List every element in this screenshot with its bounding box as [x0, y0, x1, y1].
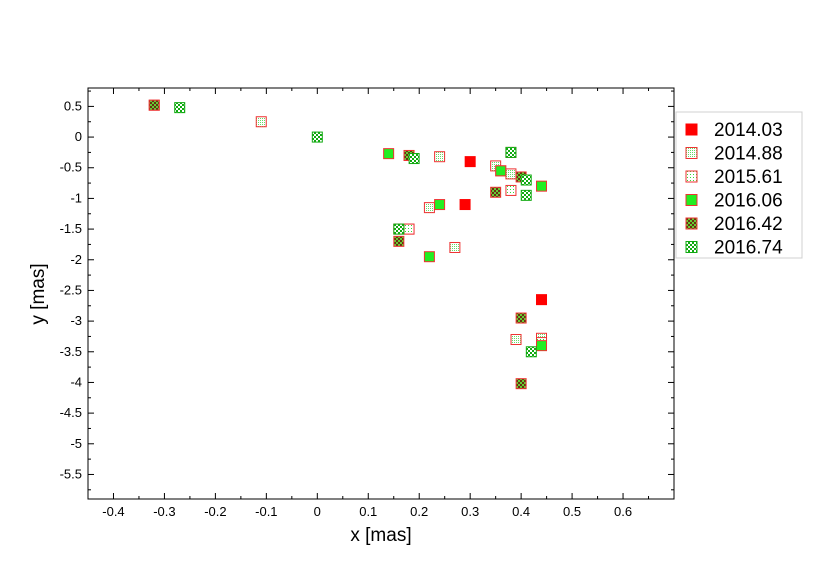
x-tick-label: -0.4: [102, 504, 124, 519]
y-tick-label: -1: [70, 190, 82, 205]
data-point: [393, 235, 405, 247]
y-tick-label: -4.5: [60, 405, 82, 420]
legend-box: [675, 111, 803, 259]
legend-marker: [685, 147, 698, 159]
x-tick-label: 0.5: [563, 504, 581, 519]
data-point: [423, 251, 435, 263]
data-point: [525, 346, 537, 358]
legend-label: 2016.74: [714, 238, 783, 259]
data-point: [434, 199, 446, 211]
data-point: [536, 340, 548, 352]
data-point: [434, 151, 446, 163]
legend-label: 2014.03: [714, 120, 783, 141]
y-tick-label: -5.5: [60, 466, 82, 481]
data-point: [311, 131, 323, 143]
x-tick-label: -0.2: [204, 504, 226, 519]
y-tick-label: -3.5: [60, 344, 82, 359]
data-point: [536, 180, 548, 192]
data-point: [393, 223, 405, 235]
legend-label: 2016.06: [714, 191, 783, 212]
y-tick-label: -3: [70, 313, 82, 328]
data-point: [515, 312, 527, 324]
x-tick-label: 0.2: [410, 504, 428, 519]
data-point: [403, 223, 415, 235]
y-tick-label: -4: [70, 374, 82, 389]
data-point: [174, 102, 186, 114]
x-tick-label: 0.1: [359, 504, 377, 519]
y-tick-label: -2.5: [60, 282, 82, 297]
data-point: [505, 184, 517, 196]
y-tick-label: 0: [75, 129, 82, 144]
legend-marker: [685, 170, 698, 183]
data-point: [449, 241, 461, 253]
y-tick-label: -0.5: [60, 160, 82, 175]
x-axis-title: x [mas]: [350, 525, 411, 546]
data-point: [383, 148, 395, 160]
axis-ticks: [87, 88, 675, 499]
x-tick-label: 0: [314, 504, 321, 519]
x-tick-label: 0.3: [461, 504, 479, 519]
y-axis-title: y [mas]: [28, 263, 49, 324]
data-point: [536, 294, 548, 306]
data-point: [505, 168, 517, 180]
legend-label: 2016.42: [714, 214, 783, 235]
legend-marker: [685, 217, 698, 230]
legend-label: 2015.61: [714, 167, 783, 188]
data-point: [520, 189, 532, 201]
x-tick-label: 0.4: [512, 504, 530, 519]
data-point: [515, 378, 527, 390]
legend-marker: [685, 241, 698, 253]
x-tick-label: -0.3: [153, 504, 175, 519]
plot-frame: [87, 87, 675, 500]
data-point: [459, 199, 471, 211]
data-point: [423, 202, 435, 214]
data-point: [520, 174, 532, 186]
data-point: [255, 116, 267, 128]
y-tick-label: -1.5: [60, 221, 82, 236]
data-point: [464, 156, 476, 168]
data-point: [510, 334, 522, 346]
x-tick-label: 0.6: [614, 504, 632, 519]
data-point: [495, 165, 507, 177]
tick-labels: -0.4 -0.3 -0.2 -0.1 0 0.1 0.2 0.3 0.4 0.5 0.6 0.5 0 -…: [60, 98, 632, 519]
data-point: [148, 99, 160, 111]
y-tick-label: -2: [70, 252, 82, 267]
legend-marker: [685, 123, 698, 136]
data-point: [408, 153, 420, 165]
y-tick-label: -5: [70, 436, 82, 451]
x-tick-label: -0.1: [255, 504, 277, 519]
legend-label: 2014.88: [714, 144, 783, 165]
data-point: [505, 146, 517, 158]
y-tick-label: 0.5: [64, 98, 82, 113]
legend-marker: [685, 194, 698, 206]
data-point: [490, 186, 502, 198]
data-points: [148, 99, 548, 390]
